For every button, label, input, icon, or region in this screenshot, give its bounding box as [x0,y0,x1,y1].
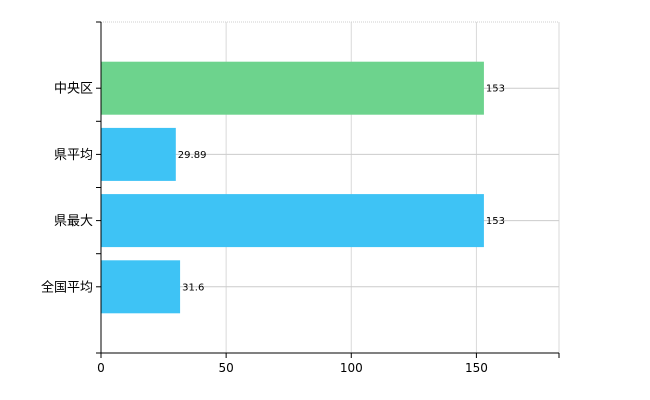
bar-3 [101,260,181,314]
category-label-3: 全国平均 [41,279,93,295]
x-tick-label-0: 0 [97,361,105,375]
bar-2 [101,194,484,248]
x-tick-label-3: 150 [465,361,488,375]
data-label-2: 153 [486,216,505,227]
x-tick-label-1: 50 [218,361,233,375]
bar-0 [101,61,484,115]
category-label-0: 中央区 [54,82,93,97]
category-label-1: 県平均 [54,148,93,163]
x-tick-label-2: 100 [340,361,363,375]
bar-1 [101,127,176,181]
data-label-1: 29.89 [178,150,207,161]
data-label-3: 31.6 [182,282,204,293]
category-label-2: 県最大 [54,214,93,229]
data-label-0: 153 [486,84,505,95]
